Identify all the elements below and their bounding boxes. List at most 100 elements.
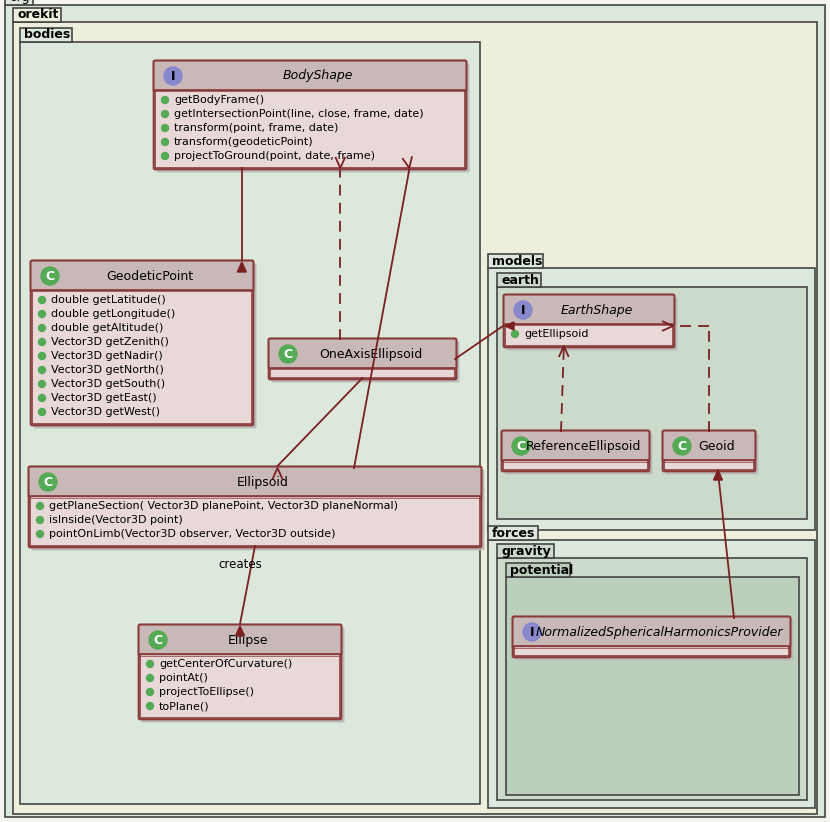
Text: getEllipsoid: getEllipsoid bbox=[524, 329, 588, 339]
Bar bbox=[503, 460, 648, 470]
Circle shape bbox=[162, 138, 168, 145]
FancyBboxPatch shape bbox=[32, 469, 485, 551]
Text: bodies: bodies bbox=[24, 29, 71, 41]
Text: pointAt(): pointAt() bbox=[159, 673, 208, 683]
Text: double getLatitude(): double getLatitude() bbox=[51, 295, 166, 305]
Bar bbox=[155, 90, 465, 168]
Text: Ellipse: Ellipse bbox=[227, 634, 268, 646]
FancyBboxPatch shape bbox=[268, 339, 457, 370]
Circle shape bbox=[279, 345, 297, 363]
Text: creates: creates bbox=[218, 557, 262, 570]
FancyBboxPatch shape bbox=[157, 63, 470, 173]
Bar bbox=[32, 290, 252, 424]
Text: Vector3D getEast(): Vector3D getEast() bbox=[51, 393, 157, 403]
Text: ReferenceEllipsoid: ReferenceEllipsoid bbox=[526, 440, 642, 452]
Circle shape bbox=[38, 395, 46, 401]
Circle shape bbox=[162, 110, 168, 118]
Polygon shape bbox=[505, 322, 514, 330]
FancyBboxPatch shape bbox=[31, 261, 253, 292]
FancyBboxPatch shape bbox=[33, 264, 256, 428]
Text: Vector3D getNorth(): Vector3D getNorth() bbox=[51, 365, 164, 375]
Bar bbox=[270, 368, 455, 378]
Circle shape bbox=[162, 124, 168, 132]
Circle shape bbox=[147, 689, 154, 695]
Text: EarthShape: EarthShape bbox=[561, 303, 633, 316]
Bar bbox=[497, 287, 807, 519]
Text: I: I bbox=[520, 303, 525, 316]
Bar bbox=[5, 0, 33, 5]
Text: Vector3D getNadir(): Vector3D getNadir() bbox=[51, 351, 163, 361]
Circle shape bbox=[164, 67, 182, 85]
Bar bbox=[488, 268, 815, 530]
FancyBboxPatch shape bbox=[154, 61, 466, 91]
Text: C: C bbox=[154, 634, 163, 646]
Text: C: C bbox=[677, 440, 686, 452]
Circle shape bbox=[37, 502, 43, 510]
Circle shape bbox=[673, 437, 691, 455]
Bar bbox=[514, 646, 789, 656]
Text: orekit: orekit bbox=[17, 8, 58, 21]
Circle shape bbox=[162, 153, 168, 159]
FancyBboxPatch shape bbox=[271, 341, 460, 382]
FancyBboxPatch shape bbox=[666, 433, 759, 474]
Text: I: I bbox=[530, 626, 535, 639]
Circle shape bbox=[512, 437, 530, 455]
Polygon shape bbox=[237, 262, 247, 272]
Bar bbox=[20, 42, 480, 804]
FancyBboxPatch shape bbox=[504, 294, 675, 326]
Text: projectToGround(point, date, frame): projectToGround(point, date, frame) bbox=[174, 151, 375, 161]
Polygon shape bbox=[236, 626, 245, 636]
FancyBboxPatch shape bbox=[515, 620, 793, 661]
Text: Vector3D getZenith(): Vector3D getZenith() bbox=[51, 337, 168, 347]
Text: getIntersectionPoint(line, close, frame, date): getIntersectionPoint(line, close, frame,… bbox=[174, 109, 423, 119]
Text: BodyShape: BodyShape bbox=[283, 70, 354, 82]
Text: transform(geodeticPoint): transform(geodeticPoint) bbox=[174, 137, 314, 147]
FancyBboxPatch shape bbox=[505, 433, 652, 474]
Text: Vector3D getSouth(): Vector3D getSouth() bbox=[51, 379, 165, 389]
Circle shape bbox=[41, 267, 59, 285]
Text: GeodeticPoint: GeodeticPoint bbox=[106, 270, 193, 283]
Circle shape bbox=[38, 325, 46, 331]
Circle shape bbox=[39, 473, 57, 491]
Text: getBodyFrame(): getBodyFrame() bbox=[174, 95, 264, 105]
Circle shape bbox=[38, 311, 46, 317]
Text: toPlane(): toPlane() bbox=[159, 701, 210, 711]
Bar bbox=[20, 28, 72, 42]
FancyBboxPatch shape bbox=[501, 431, 650, 461]
Circle shape bbox=[149, 631, 167, 649]
Circle shape bbox=[37, 530, 43, 538]
Circle shape bbox=[162, 96, 168, 104]
Circle shape bbox=[514, 301, 532, 319]
Bar bbox=[13, 8, 61, 22]
FancyBboxPatch shape bbox=[28, 467, 481, 497]
Bar bbox=[140, 654, 340, 718]
Text: Geoid: Geoid bbox=[699, 440, 735, 452]
FancyBboxPatch shape bbox=[662, 431, 755, 461]
Text: Vector3D getWest(): Vector3D getWest() bbox=[51, 407, 160, 417]
Text: gravity: gravity bbox=[501, 544, 551, 557]
Polygon shape bbox=[714, 470, 722, 480]
Circle shape bbox=[38, 297, 46, 303]
Circle shape bbox=[38, 353, 46, 359]
Text: NormalizedSphericalHarmonicsProvider: NormalizedSphericalHarmonicsProvider bbox=[535, 626, 784, 639]
Text: Ellipsoid: Ellipsoid bbox=[237, 475, 289, 488]
Circle shape bbox=[38, 381, 46, 387]
Circle shape bbox=[511, 330, 519, 338]
Circle shape bbox=[37, 516, 43, 524]
Text: C: C bbox=[46, 270, 55, 283]
Text: getPlaneSection( Vector3D planePoint, Vector3D planeNormal): getPlaneSection( Vector3D planePoint, Ve… bbox=[49, 501, 398, 511]
Bar bbox=[664, 460, 754, 470]
Text: org: org bbox=[9, 0, 30, 4]
Text: projectToEllipse(): projectToEllipse() bbox=[159, 687, 254, 697]
Circle shape bbox=[523, 623, 541, 641]
Circle shape bbox=[38, 367, 46, 373]
Text: transform(point, frame, date): transform(point, frame, date) bbox=[174, 123, 339, 133]
FancyBboxPatch shape bbox=[141, 627, 344, 723]
Bar bbox=[488, 526, 538, 540]
Text: isInside(Vector3D point): isInside(Vector3D point) bbox=[49, 515, 183, 525]
Text: C: C bbox=[43, 475, 52, 488]
Bar bbox=[506, 563, 570, 577]
Text: C: C bbox=[283, 348, 292, 361]
Circle shape bbox=[38, 339, 46, 345]
Text: forces: forces bbox=[492, 527, 535, 539]
